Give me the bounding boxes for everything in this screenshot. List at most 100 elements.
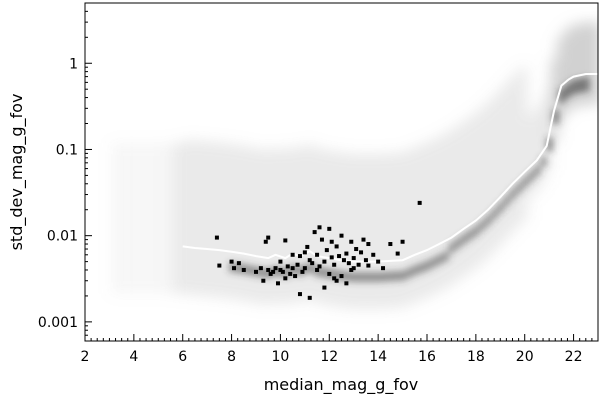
x-tick-label: 6 (178, 349, 187, 365)
density-core-band (234, 263, 242, 274)
density-band (330, 151, 340, 307)
density-core-band (246, 265, 254, 276)
data-point (351, 266, 356, 271)
plot-area (85, 3, 598, 341)
x-tick-label: 22 (565, 349, 583, 365)
density-band (403, 150, 413, 306)
density-band (550, 59, 560, 142)
density-core-band (381, 271, 389, 282)
density-core-band (283, 267, 291, 278)
density-band (397, 152, 407, 308)
data-point (371, 252, 376, 257)
density-band (250, 148, 260, 304)
y-tick-label: 1 (69, 56, 78, 72)
density-band (208, 141, 218, 297)
density-band (574, 23, 584, 106)
density-band (385, 153, 395, 309)
data-point (361, 237, 366, 242)
data-point (300, 269, 305, 274)
density-band (427, 139, 437, 296)
density-core-band (582, 77, 590, 92)
density-core-band (478, 220, 486, 231)
data-point (254, 269, 258, 274)
density-band (366, 153, 376, 310)
data-point (307, 295, 312, 300)
density-band (171, 142, 181, 294)
density-band (507, 77, 517, 233)
x-tick-label: 16 (418, 349, 436, 365)
density-band (153, 142, 163, 294)
density-band (317, 149, 327, 305)
density-band (464, 117, 474, 273)
density-band (568, 25, 578, 108)
density-band (214, 142, 224, 298)
density-band (354, 153, 364, 310)
density-band (189, 140, 199, 296)
data-point (334, 278, 339, 283)
density-band (269, 148, 279, 304)
data-point (293, 274, 298, 279)
density-core-band (558, 88, 566, 103)
density-band (226, 143, 236, 300)
density-band (305, 143, 315, 299)
data-point (400, 239, 405, 244)
density-core-band (515, 183, 523, 194)
density-band (372, 153, 382, 310)
data-point (283, 238, 288, 243)
data-point (315, 267, 320, 272)
density-core-band (503, 195, 511, 206)
density-band (470, 113, 480, 269)
density-band (128, 142, 138, 294)
density-band (446, 130, 456, 286)
density-core-band (564, 83, 572, 98)
density-band (165, 142, 175, 294)
median-line-layer (182, 73, 598, 263)
density-core-band (540, 156, 548, 167)
density-core-band (307, 262, 315, 273)
density-band (482, 103, 492, 259)
density-band (415, 145, 425, 301)
data-point (290, 252, 295, 257)
highlight-points (214, 200, 422, 300)
data-point (285, 264, 290, 269)
density-band (513, 71, 523, 227)
density-core-band (546, 137, 554, 152)
x-axis: 2 4 6 8 10 12 14 16 18 20 22 (81, 334, 599, 365)
density-band (293, 147, 303, 303)
data-point (324, 248, 329, 253)
density-band (525, 115, 535, 198)
density-core-band (430, 257, 438, 268)
density-band (134, 142, 144, 294)
x-tick-label: 2 (81, 349, 90, 365)
density-band (421, 142, 431, 298)
data-point (322, 285, 327, 290)
x-tick-label: 20 (516, 349, 534, 365)
density-core-band (527, 171, 535, 182)
density-band (433, 136, 443, 293)
data-point (310, 261, 315, 266)
x-tick-label: 8 (227, 349, 236, 365)
density-core-band (570, 79, 578, 94)
density-band (220, 143, 230, 299)
data-point (339, 233, 344, 238)
density-band (159, 142, 169, 294)
y-tick-label: 0.1 (56, 142, 78, 158)
density-core-band (472, 225, 480, 236)
data-point (344, 251, 349, 256)
data-point (288, 271, 293, 276)
density-core-band (485, 215, 493, 226)
density-band (287, 146, 297, 302)
data-point (351, 256, 356, 261)
data-point (354, 247, 359, 252)
density-core-band (356, 272, 364, 283)
x-tick-label: 10 (272, 349, 290, 365)
density-band (488, 96, 498, 253)
density-band (543, 88, 553, 171)
data-point (322, 259, 327, 264)
density-band (195, 140, 205, 296)
density-core-band (369, 272, 377, 283)
density-band (592, 22, 598, 105)
data-point (417, 200, 422, 205)
density-band (275, 148, 285, 304)
